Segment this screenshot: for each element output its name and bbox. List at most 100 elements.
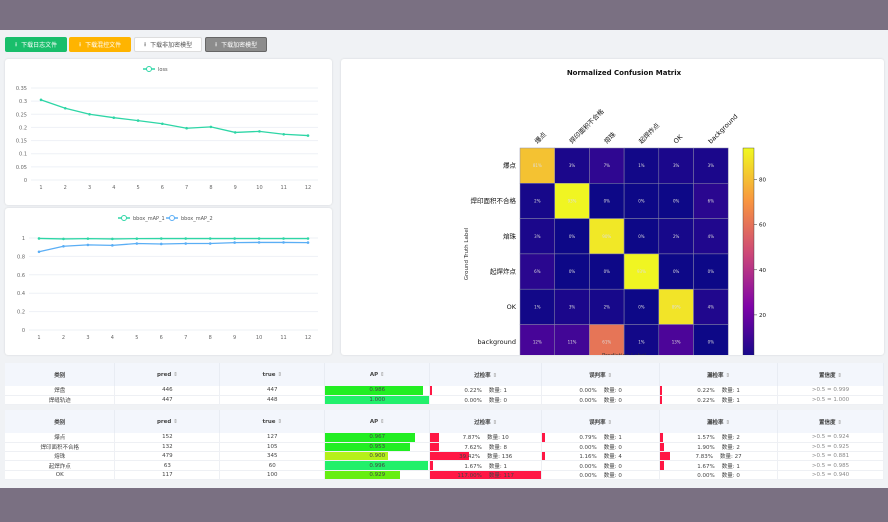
sort-icon[interactable]: ⇕ [725, 372, 731, 379]
column-header[interactable]: 过检率 ⇕ [429, 410, 543, 433]
column-header[interactable]: 类别 [5, 410, 116, 433]
cell-value: 2% [534, 198, 541, 203]
matrix-cell [693, 183, 729, 219]
cell-value: 2% [604, 304, 611, 309]
matrix-cell [519, 147, 555, 184]
rate-bar [660, 433, 664, 442]
legend-marker [169, 215, 175, 221]
cell-value: 6% [708, 198, 715, 203]
data-point [112, 116, 116, 120]
download-button-2[interactable]: ⭳ 下载非加密模型 [134, 37, 203, 52]
ap-cell: 1.000 [324, 395, 431, 406]
download-button-0[interactable]: ⭳ 下载日志文件 [5, 37, 68, 52]
sort-icon[interactable]: ⇕ [380, 418, 385, 425]
confidence-cell: >0.5 = 0.925 [777, 442, 884, 453]
series-line [40, 99, 309, 137]
class-cell: 熔珠 [5, 451, 116, 462]
sort-icon[interactable]: ⇕ [173, 418, 178, 425]
confidence-cell: >0.5 = 0.881 [777, 451, 884, 462]
matrix-cell [519, 218, 555, 255]
column-header[interactable]: 置信度 ⇕ [777, 363, 884, 386]
class-table-2: 类别 pred ⇕ true ⇕ AP ⇕ 过检率 ⇕ 误判率 ⇕ 漏检率 ⇕ 置信度 ⇕ 爆点… [5, 410, 884, 481]
matrix-cell [693, 218, 729, 255]
column-header[interactable]: 漏检率 ⇕ [659, 410, 779, 433]
data-point [306, 134, 310, 137]
x-tick-label: 12 [305, 185, 311, 191]
cell-value: 3% [673, 163, 680, 168]
sort-icon[interactable]: ⇕ [277, 418, 283, 425]
cell-value: 11% [568, 340, 577, 345]
column-header[interactable]: true ⇕ [219, 363, 326, 386]
sort-icon[interactable]: ⇕ [380, 371, 385, 378]
pred-cell: 479 [114, 451, 221, 462]
class-cell: 爆点 [5, 433, 116, 443]
x-tick-label: 5 [135, 335, 138, 341]
true-cell: 448 [219, 395, 326, 406]
colorbar-tick-label: 40 [759, 268, 766, 274]
true-cell: 60 [219, 460, 326, 471]
matrix-cell [623, 147, 660, 184]
column-header[interactable]: 过检率 ⇕ [429, 363, 543, 386]
class-cell: OK [5, 470, 116, 481]
data-point [111, 244, 114, 247]
rate-bar [660, 386, 663, 395]
download-button-1[interactable]: ⭳ 下载混控文件 [69, 37, 132, 52]
data-point [233, 241, 236, 244]
matrix-cell [693, 324, 729, 361]
column-header[interactable]: true ⇕ [219, 410, 326, 433]
table-row: 焊盘 446 447 0.986 0.22% 数量: 1 0.00% 数量: 0 0.22%… [5, 386, 884, 396]
x-tick-label: 12 [305, 335, 311, 341]
cell-value: 0% [673, 269, 680, 274]
column-header[interactable]: 类别 [5, 363, 116, 386]
y-tick-label: 0.3 [19, 99, 27, 105]
data-point [306, 237, 310, 240]
column-header[interactable]: AP ⇕ [324, 410, 431, 433]
x-tick-label: 10 [256, 185, 262, 191]
class-cell: 焊缝轨迹 [5, 395, 116, 406]
table-row: 熔珠 479 345 0.900 39.42% 数量: 136 1.16% 数量: 4 7.… [5, 451, 884, 462]
cell-value: 0% [604, 269, 611, 274]
x-tick-label: 2 [64, 185, 67, 191]
row-label: 起焊炸点 [490, 267, 517, 276]
sort-icon[interactable]: ⇕ [173, 371, 178, 378]
y-tick-label: 0.2 [17, 310, 25, 316]
sort-icon[interactable]: ⇕ [492, 372, 498, 379]
matrix-cell [589, 324, 625, 361]
column-header[interactable]: AP ⇕ [324, 363, 431, 386]
x-tick-label: 10 [256, 335, 262, 341]
ap-cell: 0.929 [324, 470, 431, 481]
ap-bar [325, 386, 424, 395]
column-header[interactable]: 误判率 ⇕ [541, 410, 661, 433]
sort-icon[interactable]: ⇕ [837, 419, 843, 426]
data-point [86, 243, 90, 247]
rate-bar [660, 442, 664, 452]
data-point [184, 237, 188, 240]
y-tick-label: 0.25 [16, 112, 27, 118]
column-header[interactable]: 漏检率 ⇕ [659, 363, 779, 386]
cell-value: 89% [672, 304, 681, 309]
sort-icon[interactable]: ⇕ [492, 419, 498, 426]
mis-rate-cell: 0.00% 数量: 0 [541, 442, 661, 453]
table-header: 类别 pred ⇕ true ⇕ AP ⇕ 过检率 ⇕ 误判率 ⇕ 漏检率 ⇕ 置信度 ⇕ [5, 410, 884, 433]
sort-icon[interactable]: ⇕ [725, 419, 731, 426]
column-header[interactable]: 误判率 ⇕ [541, 363, 661, 386]
x-axis-label: Prediction Label [602, 353, 646, 355]
ap-bar [325, 395, 430, 405]
x-tick-label: 11 [281, 185, 287, 191]
column-header[interactable]: 置信度 ⇕ [777, 410, 884, 433]
pred-cell: 63 [114, 460, 221, 471]
sort-icon[interactable]: ⇕ [607, 372, 613, 379]
column-header[interactable]: pred ⇕ [114, 410, 221, 433]
sort-icon[interactable]: ⇕ [277, 371, 283, 378]
rate-bar [430, 433, 440, 442]
download-button-3[interactable]: ⭳ 下载加密模型 [205, 37, 268, 52]
data-point [233, 237, 236, 240]
sort-icon[interactable]: ⇕ [837, 372, 843, 379]
colorbar-tick-label: 20 [759, 313, 766, 319]
cell-value: 0% [604, 198, 611, 203]
column-header[interactable]: pred ⇕ [114, 363, 221, 386]
matrix-cell [658, 288, 694, 325]
over-rate-cell: 117.00% 数量: 117 [429, 470, 543, 481]
sort-icon[interactable]: ⇕ [607, 419, 613, 426]
